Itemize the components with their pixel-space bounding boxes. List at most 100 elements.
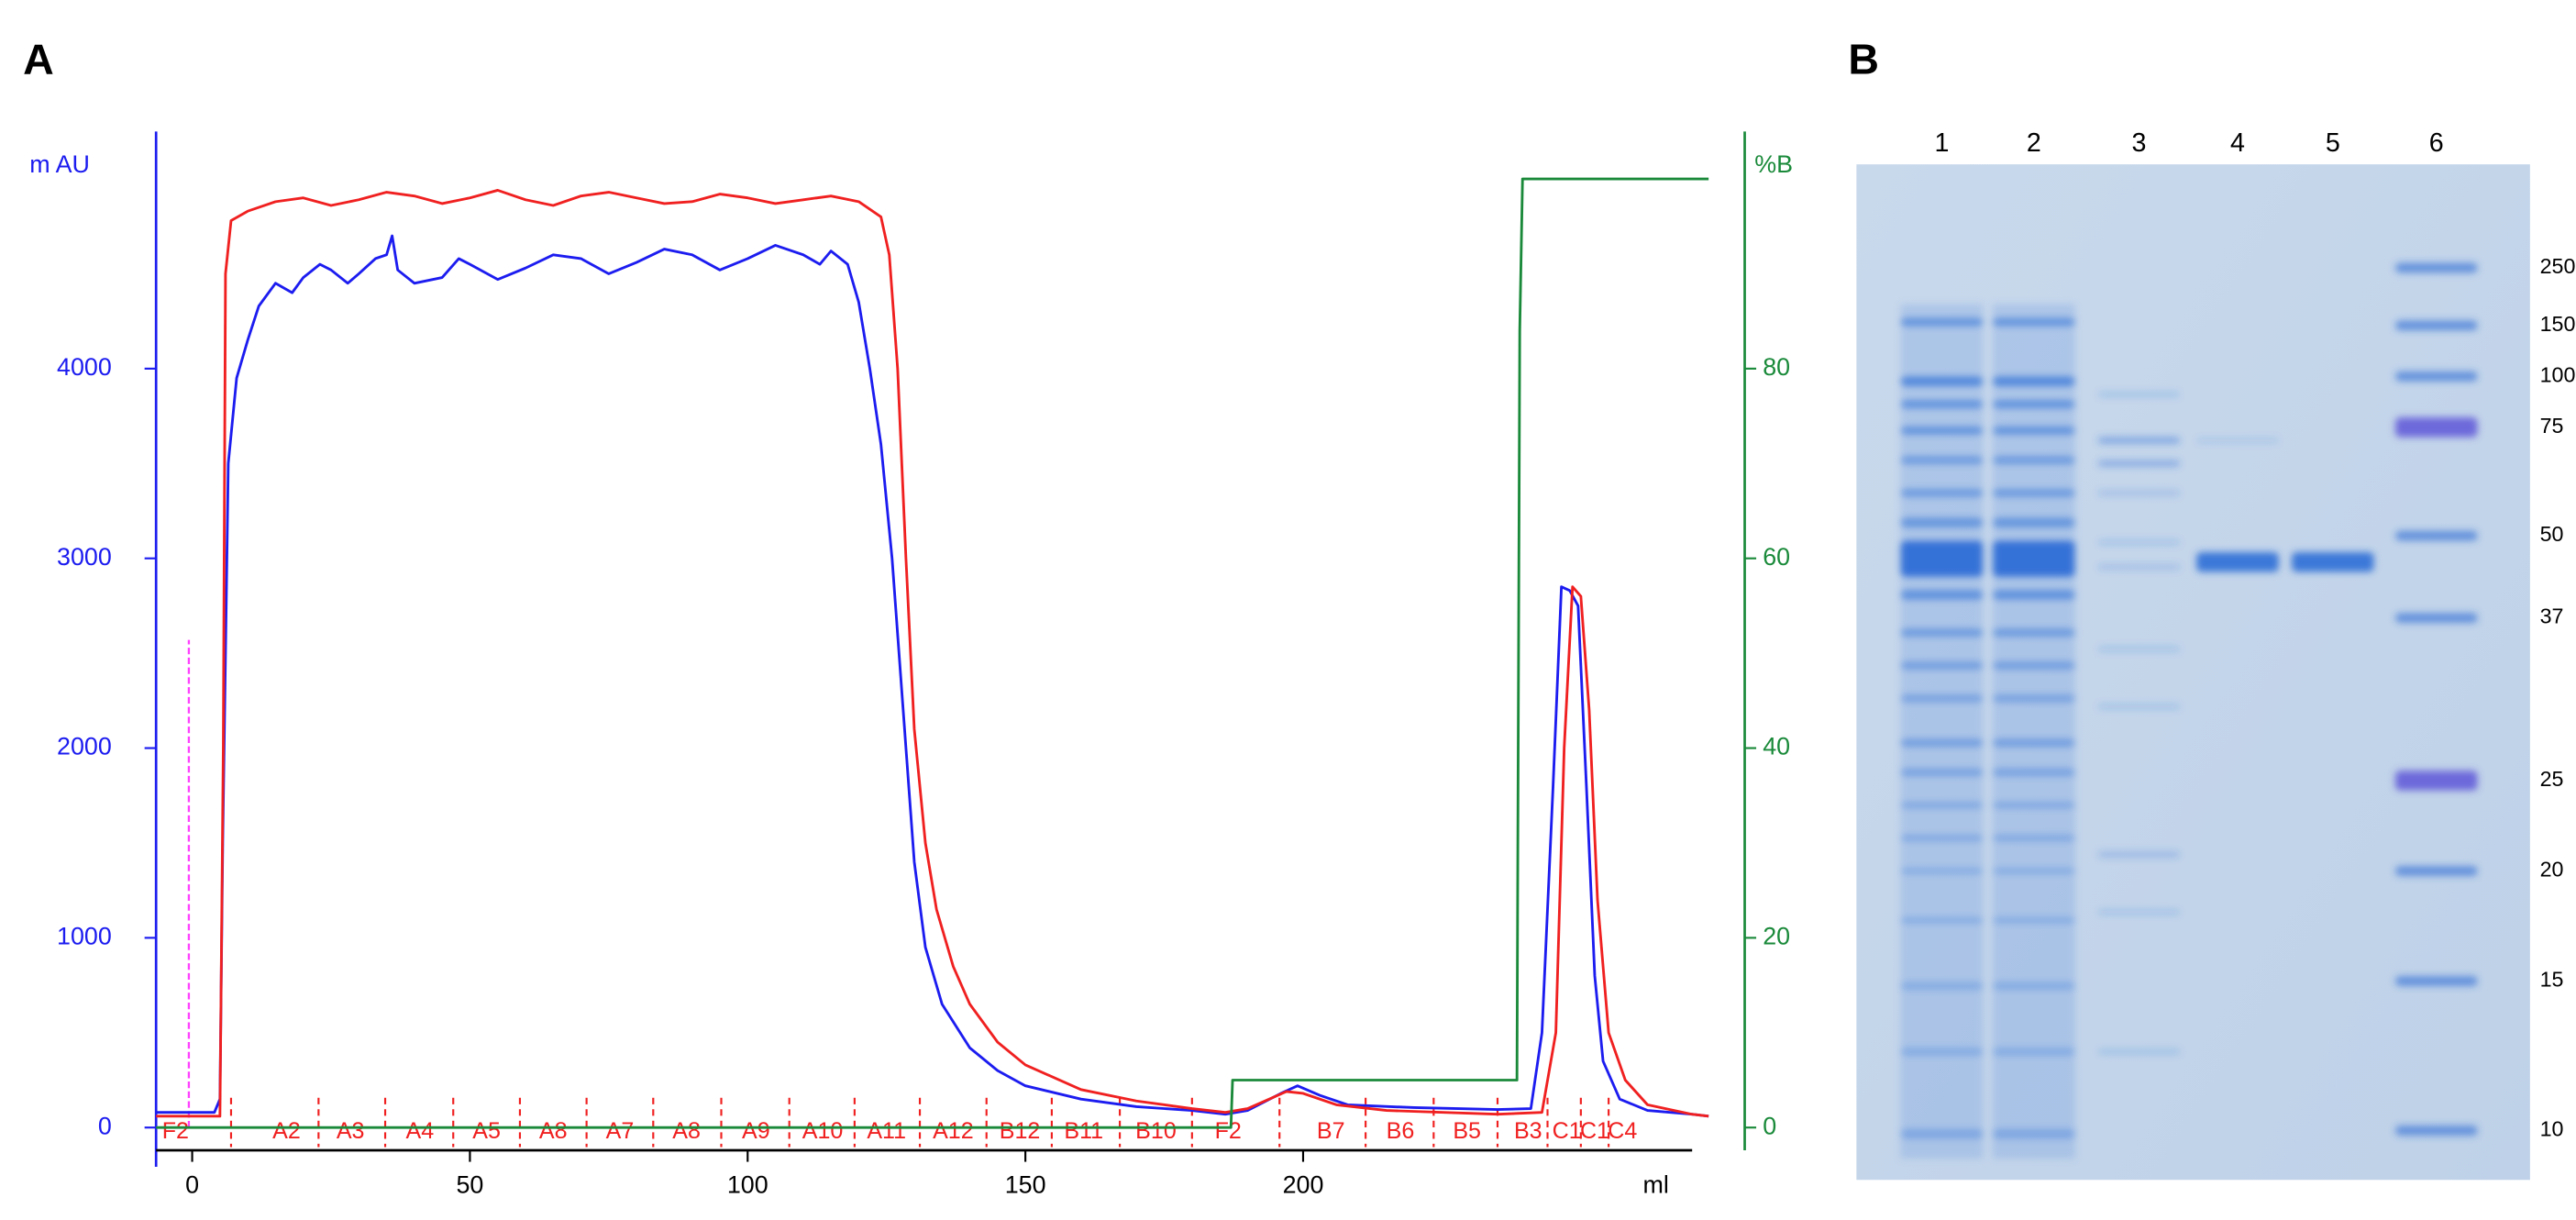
lane-label: 5 — [2326, 128, 2340, 158]
gel-band — [1900, 982, 1984, 991]
fraction-label: B6 — [1387, 1118, 1415, 1144]
lane-label: 6 — [2429, 128, 2444, 158]
y2-tick-label: 20 — [1763, 922, 1790, 949]
y-axis-label: m AU — [29, 150, 90, 178]
fraction-label: B11 — [1064, 1118, 1103, 1144]
fraction-label: A7 — [606, 1118, 635, 1144]
panel-label: B — [1848, 35, 1879, 83]
gel-band — [1900, 693, 1984, 703]
gel-band — [1993, 376, 2075, 387]
gel-band — [2097, 909, 2181, 915]
gel-band — [2097, 437, 2181, 444]
gel-band — [2097, 460, 2181, 467]
gel-band — [1993, 835, 2075, 842]
fraction-label: C1 — [1580, 1118, 1609, 1144]
gel-band — [1900, 488, 1984, 497]
gel-band — [1993, 982, 2075, 991]
x-tick-label: 0 — [185, 1171, 199, 1199]
gel-band — [1900, 835, 1984, 842]
gel-band — [2394, 866, 2478, 876]
gel-band — [1900, 517, 1984, 528]
gel-band — [1993, 867, 2075, 875]
fraction-label: A10 — [802, 1118, 844, 1144]
fraction-label: B12 — [1000, 1118, 1041, 1144]
lane-label: 3 — [2132, 128, 2147, 158]
x-axis-label: ml — [1642, 1171, 1668, 1199]
gel-band — [1900, 456, 1984, 465]
gel-band — [2292, 551, 2374, 572]
fraction-label: C1 — [1553, 1118, 1582, 1144]
gel-band — [1900, 426, 1984, 435]
gel-band — [1993, 802, 2075, 809]
y-tick-label: 4000 — [57, 353, 112, 381]
y2-tick-label: 80 — [1763, 353, 1790, 381]
fraction-label: A8 — [539, 1118, 568, 1144]
gel-band — [2394, 320, 2478, 331]
fraction-label: F2 — [1215, 1118, 1242, 1144]
gel-band — [2097, 704, 2181, 710]
fraction-label: B5 — [1453, 1118, 1481, 1144]
gel-band — [1993, 628, 2075, 638]
fraction-label: B3 — [1514, 1118, 1542, 1144]
lane-label: 1 — [1935, 128, 1950, 158]
gel-band — [1900, 867, 1984, 875]
x-tick-label: 50 — [456, 1171, 483, 1199]
y-tick-label: 1000 — [57, 922, 112, 949]
gel-band — [1900, 802, 1984, 809]
gel-band — [1900, 317, 1984, 327]
gel-band — [1993, 661, 2075, 671]
gel-band — [2097, 490, 2181, 496]
marker-label: 25 — [2540, 767, 2564, 791]
lane-smear — [1900, 304, 1984, 1159]
marker-label: 20 — [2540, 858, 2564, 882]
y2-tick-label: 40 — [1763, 733, 1790, 760]
gel-band — [1900, 376, 1984, 387]
gel-band — [1900, 540, 1984, 577]
fraction-label: C4 — [1608, 1118, 1637, 1144]
gel-band — [1993, 1048, 2075, 1057]
fraction-label: A9 — [742, 1118, 770, 1144]
y2-tick-label: 60 — [1763, 543, 1790, 571]
gel-band — [1900, 400, 1984, 409]
marker-label: 150 — [2540, 312, 2576, 336]
gel-band — [1993, 317, 2075, 327]
fraction-label: A11 — [867, 1118, 906, 1144]
gel-band — [1993, 590, 2075, 600]
gel-band — [2394, 613, 2478, 623]
panel-label: A — [23, 35, 54, 83]
lane-label: 2 — [2027, 128, 2041, 158]
gel-band — [2097, 564, 2181, 570]
gel-band — [2394, 417, 2478, 438]
gel-band — [2097, 392, 2181, 397]
gel-band — [1993, 517, 2075, 528]
gel-band — [2394, 371, 2478, 382]
gel-band — [1900, 768, 1984, 777]
gel-band — [2097, 539, 2181, 545]
fraction-label: A2 — [272, 1118, 301, 1144]
x-tick-label: 200 — [1283, 1171, 1324, 1199]
gel-band — [1993, 1128, 2075, 1139]
fraction-label: A4 — [406, 1118, 435, 1144]
gel-band — [1900, 1048, 1984, 1057]
series-line — [156, 189, 1709, 1118]
y-tick-label: 0 — [98, 1112, 112, 1139]
marker-label: 250 — [2540, 254, 2576, 278]
y-tick-label: 3000 — [57, 543, 112, 571]
gel-band — [2394, 1126, 2478, 1136]
gel-band — [1993, 426, 2075, 435]
fraction-label: B7 — [1317, 1118, 1345, 1144]
marker-label: 15 — [2540, 968, 2564, 992]
gel-band — [2097, 1048, 2181, 1055]
gel-band — [1993, 540, 2075, 577]
gel-band — [2097, 850, 2181, 859]
marker-label: 37 — [2540, 604, 2564, 628]
gel-band — [1993, 488, 2075, 497]
marker-label: 50 — [2540, 522, 2564, 546]
x-tick-label: 100 — [727, 1171, 768, 1199]
marker-label: 10 — [2540, 1117, 2564, 1141]
gel-band — [1993, 456, 2075, 465]
fraction-label: F2 — [162, 1118, 189, 1144]
x-tick-label: 150 — [1005, 1171, 1046, 1199]
fraction-label: A12 — [933, 1118, 974, 1144]
